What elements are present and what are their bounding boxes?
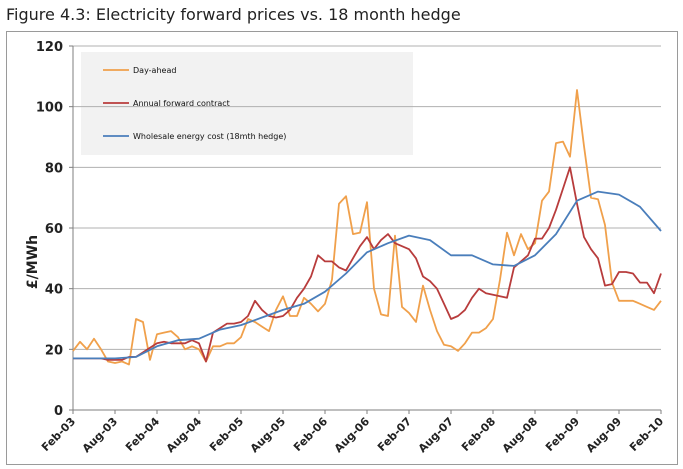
y-tick-label: 40	[45, 283, 63, 298]
x-tick-label: Feb-03	[39, 415, 78, 454]
x-tick-label: Feb-05	[207, 415, 246, 454]
legend-label-0: Day-ahead	[133, 66, 176, 75]
y-axis-title: £/MWh	[25, 235, 41, 289]
chart-frame: 0 20 40 60 80 100 120 Feb-03 Aug-03 Feb-04 Aug-04 F…	[6, 31, 678, 465]
figure-title: Figure 4.3: Electricity forward prices v…	[6, 5, 461, 24]
y-tick-label: 20	[45, 343, 63, 358]
x-tick-label: Aug-07	[416, 415, 456, 455]
x-tick-label: Aug-09	[584, 415, 624, 455]
x-tick-label: Aug-04	[164, 415, 205, 456]
x-tick-label: Aug-05	[248, 415, 288, 455]
legend: Day-ahead Annual forward contract Wholesal…	[103, 66, 286, 141]
y-tick-label: 100	[36, 101, 63, 116]
x-tick-label: Aug-03	[80, 415, 120, 455]
legend-box	[81, 52, 413, 155]
x-tick-label: Feb-09	[543, 415, 582, 454]
legend-label-1: Annual forward contract	[133, 99, 230, 108]
x-tick-label: Aug-08	[500, 415, 540, 455]
series-lines	[72, 89, 662, 366]
x-tick-label: Aug-06	[332, 415, 373, 456]
y-tick-label: 120	[36, 40, 63, 55]
y-tick-label: 0	[54, 404, 63, 419]
series-line-2	[73, 190, 662, 360]
x-tick-label: Feb-08	[459, 415, 498, 454]
gridlines	[73, 45, 661, 350]
y-tick-label: 80	[45, 161, 63, 176]
legend-label-2: Wholesale energy cost (18mth hedge)	[133, 132, 286, 141]
x-tick-label: Feb-06	[291, 415, 330, 454]
x-tick-label: Feb-07	[375, 415, 414, 454]
x-tick-label: Feb-10	[627, 415, 666, 454]
x-tick-label: Feb-04	[123, 415, 162, 454]
y-tick-label: 60	[45, 222, 63, 237]
series-line-0	[72, 89, 662, 366]
